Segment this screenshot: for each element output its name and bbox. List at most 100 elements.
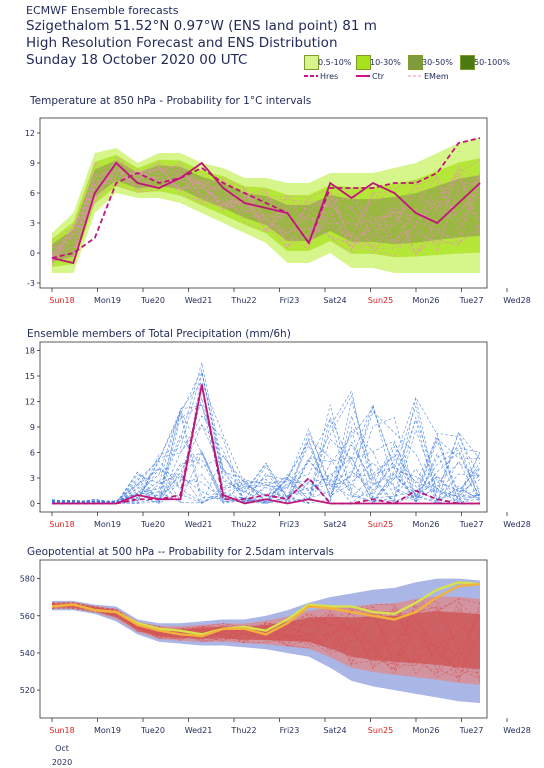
ensemble-member-line	[51, 442, 481, 504]
y-tick-label: 0	[30, 500, 35, 509]
legend-swatch-2	[356, 55, 371, 70]
date-title: Sunday 18 October 2020 00 UTC	[26, 52, 248, 68]
plot-frame	[39, 341, 488, 513]
series-ctr	[51, 161, 481, 265]
series-hres	[52, 384, 480, 505]
x-tick-label: Mon26	[412, 296, 439, 305]
series-ctr	[52, 384, 480, 505]
x-tick-label: Sun25	[368, 296, 393, 305]
x-year-label: 2020	[52, 758, 72, 767]
y-tick-label: 0	[30, 249, 35, 258]
ensemble-member-line	[51, 604, 481, 682]
x-tick-label: Sat24	[323, 520, 346, 529]
x-month-label: Oct	[55, 744, 69, 753]
x-tick-label: Wed28	[503, 296, 531, 305]
chart-panel-2: 0 3 6 9 12 15 18 Sun18 Mon19 Tue20 Wed21 Thu22 Fri23…	[25, 341, 531, 529]
x-tick-label: Sun25	[368, 520, 393, 529]
ensemble-member-line	[51, 369, 481, 504]
y-tick-label: 9	[30, 423, 35, 432]
ensemble-member-line	[51, 418, 481, 505]
x-tick-label: Sun18	[49, 726, 74, 735]
x-tick-label: Tue27	[459, 520, 484, 529]
y-tick-label: 12	[25, 398, 35, 407]
location-title: Szigethalom 51.52°N 0.97°W (ENS land poi…	[26, 18, 377, 34]
x-tick-label: Tue20	[140, 726, 165, 735]
x-tick-label: Thu22	[230, 726, 256, 735]
ensemble-member-line	[51, 606, 481, 674]
x-tick-label: Wed21	[185, 520, 213, 529]
legend-swatch-1	[304, 55, 319, 70]
y-tick-label: 560	[20, 612, 35, 621]
legend-label-ctr: Ctr	[372, 72, 385, 81]
x-tick-label: Fri23	[280, 726, 300, 735]
series-hres	[51, 137, 481, 259]
x-tick-label: Wed21	[185, 726, 213, 735]
x-tick-label: Mon19	[94, 520, 121, 529]
x-tick-label: Tue20	[140, 520, 165, 529]
ensemble-member-line	[51, 167, 481, 257]
x-tick-label: Sat24	[323, 296, 346, 305]
ensemble-member-line	[51, 166, 481, 257]
ensemble-member-line	[51, 155, 481, 256]
x-tick-label: Wed28	[503, 520, 531, 529]
chart-panel-3: 520 540 560 580 Sun18 Mon19 Tue20 Wed21 Thu22 Fri…	[20, 559, 531, 735]
ensemble-member-line	[51, 403, 481, 505]
y-tick-label: 540	[20, 649, 35, 658]
y-tick-label: 6	[30, 189, 35, 198]
x-tick-label: Sun25	[368, 726, 393, 735]
x-tick-label: Thu22	[230, 296, 256, 305]
x-tick-label: Sat24	[323, 726, 346, 735]
ensemble-member-line	[51, 601, 481, 674]
temperature-panel-title: Temperature at 850 hPa - Probability for…	[30, 95, 312, 107]
ensemble-member-line	[51, 167, 481, 263]
x-tick-label: Mon19	[94, 296, 121, 305]
y-tick-label: 3	[30, 219, 35, 228]
ensemble-member-line	[51, 167, 481, 254]
y-tick-label: 18	[25, 347, 35, 356]
plot-frame	[39, 117, 488, 289]
y-tick-label: 12	[25, 129, 35, 138]
x-tick-label: Fri23	[280, 296, 300, 305]
legend-label-emem: EMem	[424, 72, 449, 81]
x-tick-label: Thu22	[230, 520, 256, 529]
ensemble-member-line	[51, 166, 481, 256]
legend-label-2: 10-30%	[370, 58, 401, 67]
ensemble-member-line	[51, 401, 481, 504]
distribution-band-3	[52, 160, 480, 262]
chart-panel-1: -3 0 3 6 9 12 Sun18 Mon19 Tue20 Wed21 Thu22 Fri23 Sa…	[25, 117, 531, 305]
series-ctr	[51, 582, 481, 638]
x-tick-label: Mon26	[412, 520, 439, 529]
x-tick-label: Mon19	[94, 726, 121, 735]
ensemble-member-line	[51, 164, 481, 258]
y-tick-label: 15	[25, 372, 35, 381]
legend-lines	[304, 75, 422, 77]
ensemble-member-line	[51, 410, 481, 504]
ensemble-member-line	[51, 405, 481, 504]
legend-label-4: 50-100%	[474, 58, 510, 67]
distribution-band-3	[52, 603, 480, 670]
ensemble-member-line	[51, 410, 481, 504]
ensemble-member-line	[51, 405, 481, 504]
ensemble-member-line	[51, 434, 481, 504]
x-tick-label: Tue27	[459, 726, 484, 735]
y-tick-label: 3	[30, 474, 35, 483]
ensemble-member-line	[51, 467, 481, 504]
ensemble-member-line	[51, 156, 481, 262]
ensemble-member-line	[51, 602, 481, 678]
ensemble-member-line	[51, 158, 481, 259]
x-tick-label: Sun18	[49, 520, 74, 529]
y-tick-label: 6	[30, 449, 35, 458]
legend-swatch-4	[460, 55, 475, 70]
ensemble-member-line	[51, 161, 481, 261]
ensemble-member-line	[51, 602, 481, 675]
y-tick-label: 9	[30, 159, 35, 168]
legend-label-hres: Hres	[320, 72, 339, 81]
legend-label-1: 0.5-10%	[318, 58, 352, 67]
ensemble-member-line	[51, 603, 481, 654]
plot-frame	[39, 559, 488, 719]
x-tick-label: Wed28	[503, 726, 531, 735]
ensemble-member-line	[51, 372, 481, 504]
x-tick-label: Sun18	[49, 296, 74, 305]
ensemble-member-line	[51, 170, 481, 252]
